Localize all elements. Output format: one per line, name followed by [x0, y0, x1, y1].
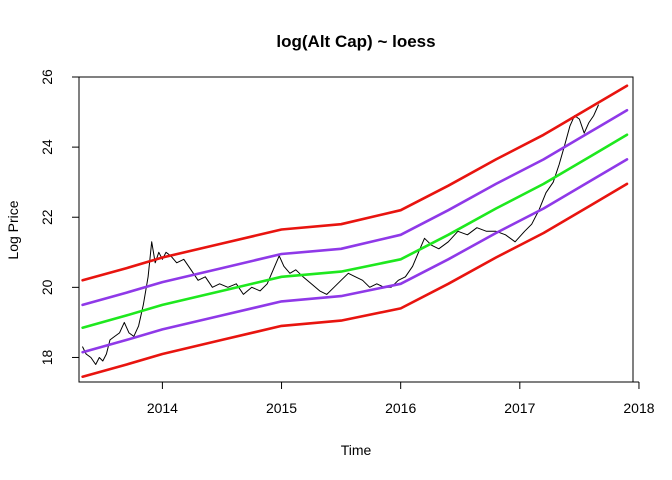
series-line-upper-outer [81, 84, 629, 282]
y-tick-label: 20 [39, 279, 55, 295]
x-tick-label: 2016 [385, 400, 416, 416]
x-tick-label: 2014 [147, 400, 178, 416]
series-line-center [81, 133, 629, 330]
chart-title: log(Alt Cap) ~ loess [276, 32, 435, 51]
series-line-upper-inner [81, 109, 629, 307]
series-line-lower-outer [81, 182, 629, 379]
series-line-lower-inner [81, 158, 629, 354]
y-axis-label: Log Price [5, 200, 21, 259]
y-axis: 18 20 22 24 26 [39, 69, 80, 365]
y-tick-label: 26 [39, 69, 55, 85]
x-axis: 2014 2015 2016 2017 2018 [147, 381, 655, 416]
y-tick-label: 24 [39, 139, 55, 155]
series-line-observed [82, 104, 599, 365]
x-axis-label: Time [341, 442, 372, 458]
x-tick-label: 2018 [623, 400, 654, 416]
x-tick-label: 2017 [504, 400, 535, 416]
y-tick-label: 22 [39, 209, 55, 225]
series-layer [81, 84, 629, 379]
y-tick-label: 18 [39, 349, 55, 365]
x-tick-label: 2015 [266, 400, 297, 416]
